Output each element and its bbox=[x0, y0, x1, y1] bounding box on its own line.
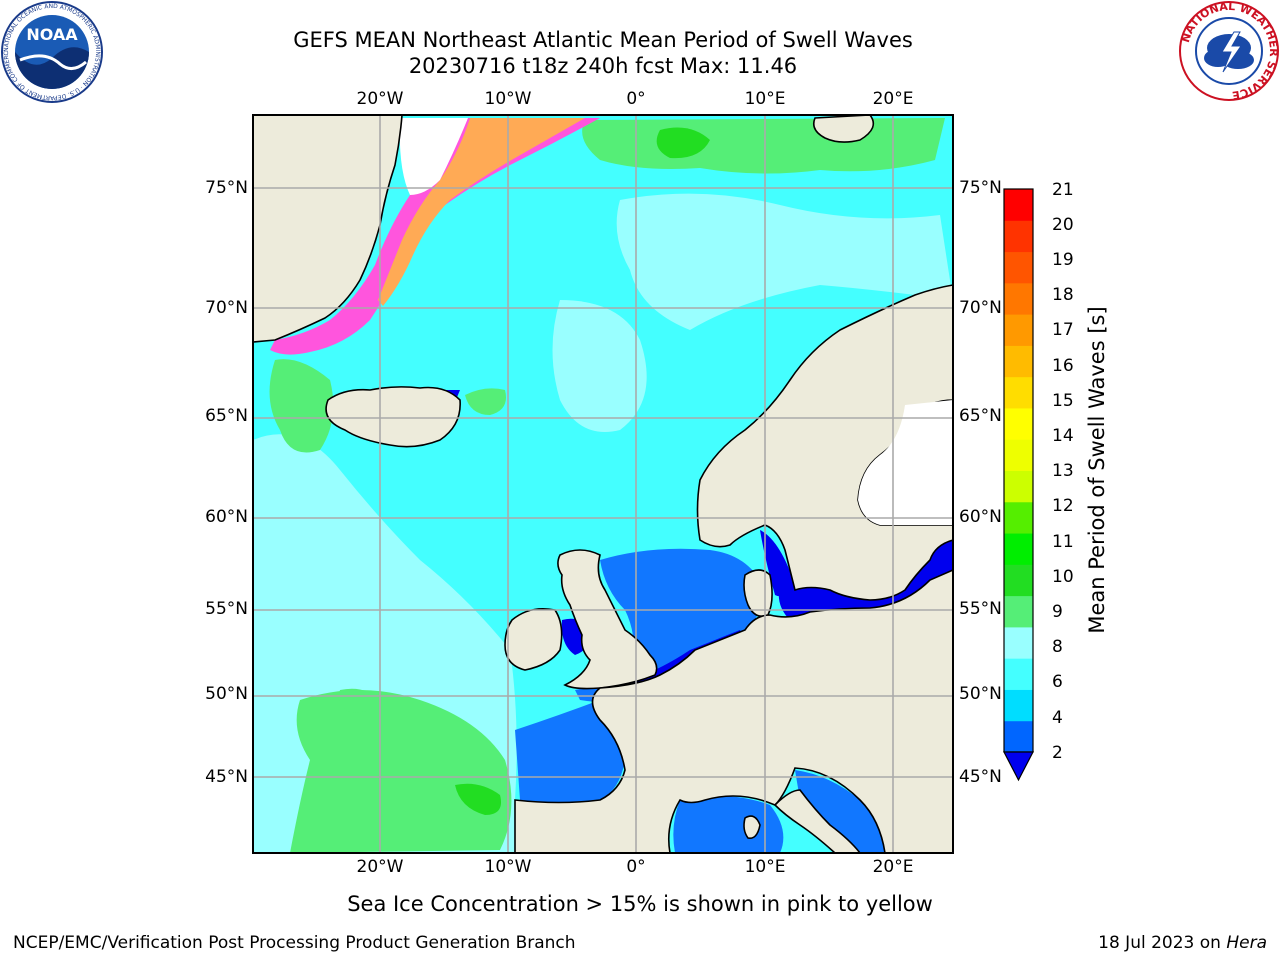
footer-host: Hera bbox=[1226, 933, 1267, 953]
land-continent bbox=[514, 569, 953, 853]
map-frame bbox=[252, 114, 954, 854]
swell-green-iceland-east bbox=[465, 388, 506, 415]
colorbar-segment bbox=[1004, 564, 1033, 597]
swell-light-region-north bbox=[616, 193, 953, 330]
land-greenland bbox=[253, 115, 403, 343]
colorbar-tick-19: 19 bbox=[1052, 250, 1074, 270]
sea-ice-note: Sea Ice Concentration > 15% is shown in … bbox=[347, 892, 933, 916]
colorbar-segment bbox=[1004, 501, 1033, 534]
lat-label-left-70n: 70°N bbox=[205, 298, 248, 318]
lat-label-left-60n: 60°N bbox=[205, 507, 248, 527]
colorbar-tick-17: 17 bbox=[1052, 320, 1074, 340]
land-corsica bbox=[743, 815, 761, 840]
swell-light-region-mid bbox=[552, 300, 647, 432]
colorbar bbox=[1004, 189, 1033, 753]
colorbar-under-triangle bbox=[1003, 751, 1034, 782]
colorbar-tick-15: 15 bbox=[1052, 391, 1074, 411]
colorbar-tick-6: 6 bbox=[1052, 672, 1063, 692]
colorbar-tick-8: 8 bbox=[1052, 637, 1063, 657]
chart-subtitle: 20230716 t18z 240h fcst Max: 11.46 bbox=[408, 54, 798, 78]
lat-label-right-75n: 75°N bbox=[959, 178, 1002, 198]
lat-label-right-70n: 70°N bbox=[959, 298, 1002, 318]
swell-green-southwest-small bbox=[338, 688, 380, 713]
colorbar-label: Mean Period of Swell Waves [s] bbox=[1085, 306, 1109, 634]
lon-label-top-20e: 20°E bbox=[872, 89, 914, 109]
lon-label-bottom-10w: 10°W bbox=[484, 857, 532, 877]
colorbar-segment bbox=[1004, 376, 1033, 409]
colorbar-segment bbox=[1004, 595, 1033, 628]
swell-green-north-core bbox=[656, 127, 710, 159]
lon-label-top-10e: 10°E bbox=[744, 89, 786, 109]
lon-label-top-20w: 20°W bbox=[356, 89, 404, 109]
land-svalbard bbox=[812, 115, 875, 143]
lat-label-right-60n: 60°N bbox=[959, 507, 1002, 527]
colorbar-tick-20: 20 bbox=[1052, 215, 1074, 235]
lon-label-top-0: 0° bbox=[626, 89, 646, 109]
colorbar-tick-13: 13 bbox=[1052, 461, 1074, 481]
lon-label-bottom-20e: 20°E bbox=[872, 857, 914, 877]
colorbar-segment bbox=[1004, 689, 1033, 722]
swell-deep-skagerrak bbox=[760, 530, 795, 597]
colorbar-segment bbox=[1004, 658, 1033, 690]
colorbar-segment bbox=[1004, 251, 1033, 284]
footer-date: 18 Jul 2023 on Hera bbox=[1098, 932, 1267, 954]
lon-label-bottom-10e: 10°E bbox=[744, 857, 786, 877]
land-finland-white bbox=[858, 400, 953, 525]
colorbar-tick-10: 10 bbox=[1052, 567, 1074, 587]
colorbar-segment bbox=[1004, 345, 1033, 378]
lat-label-right-45n: 45°N bbox=[959, 767, 1002, 787]
lat-label-right-55n: 55°N bbox=[959, 599, 1002, 619]
map-gridlines bbox=[253, 115, 953, 853]
land-italy bbox=[773, 789, 862, 853]
swell-green-southwest bbox=[290, 690, 512, 853]
swell-green-southwest-core bbox=[455, 783, 501, 815]
colorbar-tick-12: 12 bbox=[1052, 496, 1074, 516]
colorbar-segment bbox=[1004, 533, 1033, 565]
lat-label-left-65n: 65°N bbox=[205, 406, 248, 426]
chart-title: GEFS MEAN Northeast Atlantic Mean Period… bbox=[293, 28, 913, 52]
colorbar-segment bbox=[1004, 314, 1033, 346]
lat-label-left-50n: 50°N bbox=[205, 684, 248, 704]
colorbar-segment bbox=[1004, 720, 1033, 753]
lat-label-left-55n: 55°N bbox=[205, 599, 248, 619]
lat-label-right-65n: 65°N bbox=[959, 406, 1002, 426]
colorbar-tick-4: 4 bbox=[1052, 708, 1063, 728]
footer-credit: NCEP/EMC/Verification Post Processing Pr… bbox=[13, 933, 576, 953]
colorbar-tick-11: 11 bbox=[1052, 532, 1074, 552]
colorbar-segment bbox=[1004, 439, 1033, 471]
lat-label-right-50n: 50°N bbox=[959, 684, 1002, 704]
noaa-logo: NOAA NATIONAL OCEANIC AND ATMOSPHERIC AD… bbox=[0, 0, 103, 103]
lat-label-left-45n: 45°N bbox=[205, 767, 248, 787]
colorbar-segment bbox=[1004, 189, 1033, 221]
colorbar-tick-9: 9 bbox=[1052, 602, 1063, 622]
swell-green-iceland-west bbox=[269, 359, 334, 453]
colorbar-tick-16: 16 bbox=[1052, 356, 1074, 376]
sea-ice-band-core bbox=[378, 118, 585, 306]
land-iceland bbox=[325, 386, 461, 448]
lon-label-bottom-20w: 20°W bbox=[356, 857, 404, 877]
colorbar-segment bbox=[1004, 220, 1033, 253]
colorbar-tick-2: 2 bbox=[1052, 743, 1063, 763]
colorbar-segment bbox=[1004, 407, 1033, 440]
colorbar-tick-14: 14 bbox=[1052, 426, 1074, 446]
greenland-ice-white bbox=[399, 118, 468, 195]
colorbar-segment bbox=[1004, 470, 1033, 503]
lon-label-bottom-0: 0° bbox=[626, 857, 646, 877]
lat-label-left-75n: 75°N bbox=[205, 178, 248, 198]
colorbar-tick-21: 21 bbox=[1052, 180, 1074, 200]
colorbar-tick-18: 18 bbox=[1052, 285, 1074, 305]
lon-label-top-10w: 10°W bbox=[484, 89, 532, 109]
swell-blue-med-west bbox=[673, 796, 784, 853]
colorbar-segment bbox=[1004, 626, 1033, 659]
swell-blue-med-east bbox=[795, 770, 885, 853]
footer-date-text: 18 Jul 2023 on bbox=[1098, 933, 1221, 953]
nws-logo: NATIONAL WEATHER SERVICE bbox=[1179, 0, 1280, 102]
colorbar-segment bbox=[1004, 282, 1033, 315]
svg-text:NOAA: NOAA bbox=[26, 25, 78, 44]
